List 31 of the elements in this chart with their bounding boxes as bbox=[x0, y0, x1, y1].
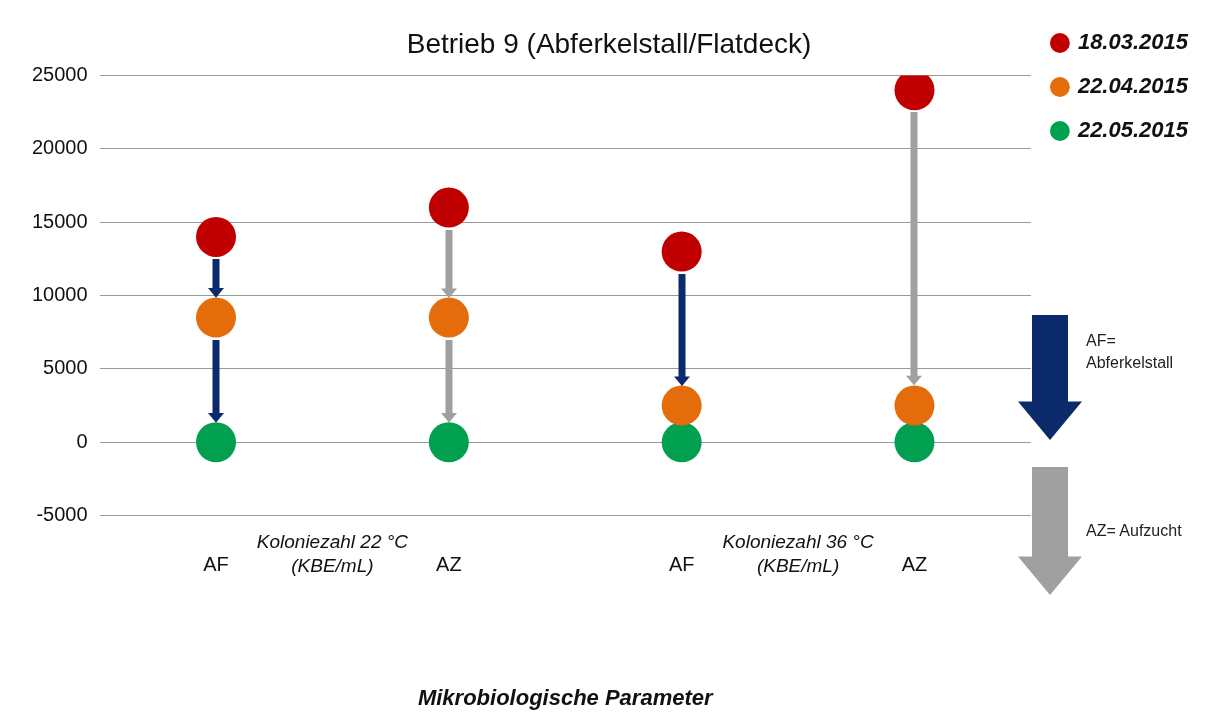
point bbox=[894, 385, 935, 426]
legend-label: 18.03.2015 bbox=[1077, 29, 1189, 55]
y-tick-label: 25000 bbox=[31, 63, 88, 86]
x-axis-title: Mikrobiologische Parameter bbox=[417, 684, 715, 710]
text: AF= Abferkelstall bbox=[1086, 331, 1174, 373]
point bbox=[428, 422, 469, 463]
point bbox=[196, 297, 237, 338]
x-tick-label: AZ bbox=[436, 553, 462, 576]
y-tick-label: 15000 bbox=[31, 209, 88, 232]
y-tick-label: 5000 bbox=[43, 356, 88, 379]
point bbox=[196, 422, 237, 463]
point bbox=[661, 385, 702, 426]
x-tick-label: AF bbox=[203, 553, 229, 576]
y-tick-label: 0 bbox=[76, 429, 88, 452]
text: AZ= Aufzucht bbox=[1086, 521, 1182, 541]
x-tick-label: AF bbox=[668, 553, 695, 576]
text: Koloniezahl 22 °C (KBE/mL) bbox=[256, 530, 409, 576]
point bbox=[428, 297, 469, 338]
legend-label: 22.04.2015 bbox=[1076, 73, 1189, 99]
x-tick-label: AZ bbox=[901, 553, 928, 576]
point bbox=[196, 216, 237, 257]
y-tick-label: 10000 bbox=[31, 283, 88, 306]
legend-label: 22.05.2015 bbox=[1076, 117, 1189, 143]
point bbox=[894, 422, 935, 463]
y-tick-label: -5000 bbox=[36, 503, 88, 526]
point bbox=[661, 231, 702, 272]
point bbox=[428, 187, 469, 228]
text: Koloniezahl 36 °C (KBE/mL) bbox=[722, 530, 874, 576]
y-tick-label: 20000 bbox=[31, 136, 88, 159]
point bbox=[661, 422, 702, 463]
chart-title: Betrieb 9 (Abferkelstall/Flatdeck) bbox=[406, 27, 812, 59]
